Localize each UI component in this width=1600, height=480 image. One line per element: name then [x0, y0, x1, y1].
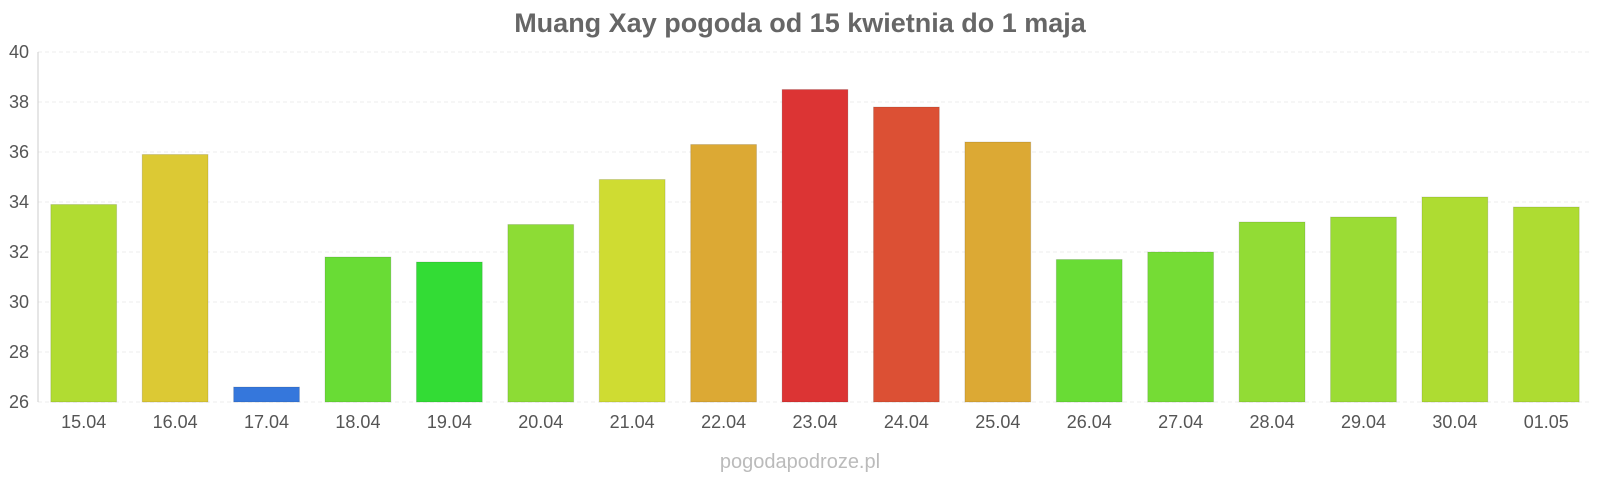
bar-19.04 [415, 261, 483, 403]
bar-27.04 [1147, 251, 1215, 403]
x-tick-label: 18.04 [335, 412, 380, 432]
y-tick-label: 40 [9, 42, 29, 62]
x-tick-label: 20.04 [518, 412, 563, 432]
bar-26.04 [1055, 259, 1123, 403]
bar-01.05 [1512, 206, 1580, 403]
x-tick-label: 23.04 [792, 412, 837, 432]
bar-28.04 [1238, 221, 1306, 403]
x-tick-label: 24.04 [884, 412, 929, 432]
x-tick-label: 25.04 [975, 412, 1020, 432]
x-tick-label: 19.04 [427, 412, 472, 432]
x-tick-label: 17.04 [244, 412, 289, 432]
bar-24.04 [873, 106, 940, 403]
x-tick-label: 16.04 [153, 412, 198, 432]
bar-23.04 [781, 89, 849, 403]
x-tick-label: 30.04 [1432, 412, 1477, 432]
y-tick-label: 38 [9, 92, 29, 112]
x-tick-label: 01.05 [1524, 412, 1569, 432]
x-tick-label: 21.04 [610, 412, 655, 432]
bar-30.04 [1421, 196, 1489, 403]
x-tick-label: 26.04 [1067, 412, 1112, 432]
bar-17.04 [233, 386, 300, 403]
bar-29.04 [1330, 216, 1397, 403]
y-tick-label: 26 [9, 392, 29, 412]
bar-20.04 [507, 224, 575, 403]
bar-22.04 [690, 144, 757, 403]
bar-21.04 [598, 179, 666, 403]
y-tick-label: 36 [9, 142, 29, 162]
y-tick-label: 30 [9, 292, 29, 312]
bar-16.04 [141, 154, 209, 403]
x-tick-label: 28.04 [1250, 412, 1295, 432]
x-axis-ticks: 15.04 16.04 17.04 18.04 19.04 20.04 21.04 22.04… [61, 412, 1569, 432]
x-tick-label: 27.04 [1158, 412, 1203, 432]
y-tick-label: 28 [9, 342, 29, 362]
bar-25.04 [964, 141, 1032, 403]
source-label: pogodapodroze.pl [720, 451, 880, 473]
y-tick-label: 34 [9, 192, 29, 212]
bar-15.04 [50, 204, 118, 403]
bar-18.04 [324, 256, 392, 403]
chart-title: Muang Xay pogoda od 15 kwietnia do 1 maj… [514, 8, 1087, 38]
x-tick-label: 29.04 [1341, 412, 1386, 432]
y-tick-label: 32 [9, 242, 29, 262]
bars [50, 89, 1580, 403]
x-tick-label: 15.04 [61, 412, 106, 432]
y-axis-ticks: 26 28 30 32 34 36 38 40 [9, 42, 29, 412]
x-tick-label: 22.04 [701, 412, 746, 432]
